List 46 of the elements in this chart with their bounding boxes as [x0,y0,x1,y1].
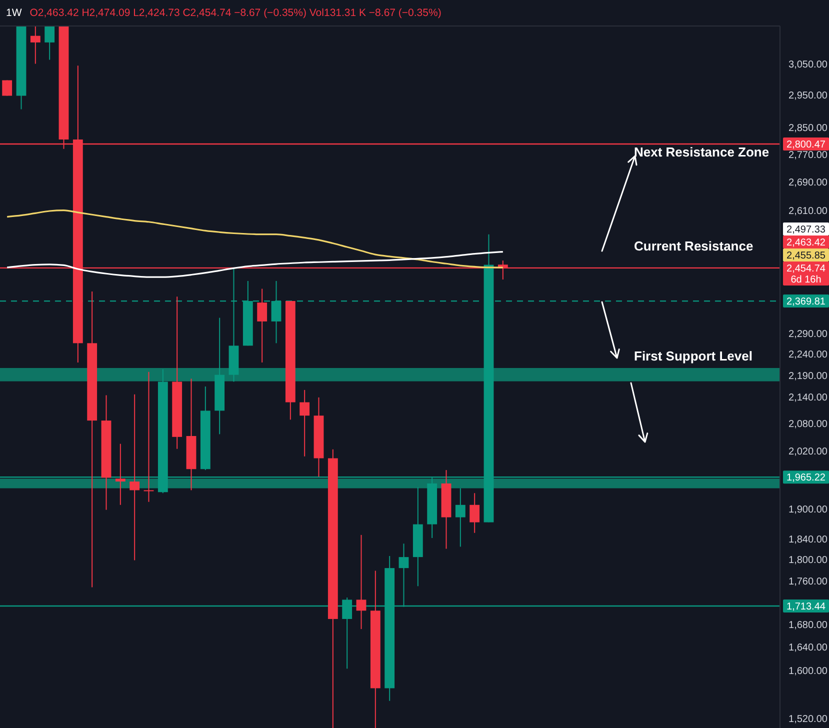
ref-line-label: 2,800.47 [786,140,826,151]
candlestick [300,389,310,457]
candlestick [356,534,366,630]
y-tick-label: 2,190.00 [788,370,828,382]
chart-title: 1W [6,7,22,19]
candlestick [2,80,12,96]
line-series [6,250,504,278]
y-tick-label: 1,520.00 [788,714,828,726]
chart-subtitle: O2,463.42 H2,474.09 L2,424.73 C2,454.74 −8.67 (−0.35%) Vol131.31 K −8.67 (−0.35%) [30,7,442,19]
y-tick-label: 1,900.00 [788,504,828,516]
text: 6d 16h [790,274,822,286]
candlestick [44,26,55,60]
candlestick [144,371,154,502]
y-tick-label: 1,800.00 [788,555,828,566]
candlestick [115,443,126,506]
candlestick [257,288,268,363]
y-tick-label: 1,640.00 [788,642,828,654]
y-tick-label: 2,950.00 [788,90,828,102]
y-tick-label: 1,840.00 [788,534,828,546]
text: 2,455.85 [786,250,826,262]
y-tick-label: 1,760.00 [788,576,828,588]
y-tick-label: 2,240.00 [788,350,828,361]
candlestick [470,492,480,534]
ref-line-label: 1,713.44 [786,602,826,613]
y-tick-label: 2,290.00 [788,328,828,340]
ref-line-label: 2,369.81 [786,296,826,308]
y-tick-label: 3,050.00 [788,59,828,70]
y-tick-label: 2,140.00 [788,392,828,404]
candlestick [455,488,466,548]
ref-line-label: 2,454.74 [786,263,826,274]
ref-line-label: 1,965.22 [786,472,826,484]
text: Next Resistance Zone [634,144,770,160]
y-tick-label: 2,080.00 [788,419,828,430]
text: Current Resistance [634,238,754,254]
y-tick-label: 1,680.00 [788,620,828,632]
y-tick-label: 2,770.00 [788,150,828,161]
candlestick [30,26,40,64]
y-tick-label: 2,610.00 [788,206,828,217]
y-tick-label: 2,020.00 [788,446,828,458]
candlestick [130,394,140,561]
text: First Support Level [634,348,752,364]
y-tick-label: 1,600.00 [788,666,828,677]
y-tick-label: 2,690.00 [788,177,828,188]
text: 2,463.42 [786,237,826,248]
text: 2,497.33 [786,224,826,236]
y-tick-label: 2,850.00 [788,123,828,134]
